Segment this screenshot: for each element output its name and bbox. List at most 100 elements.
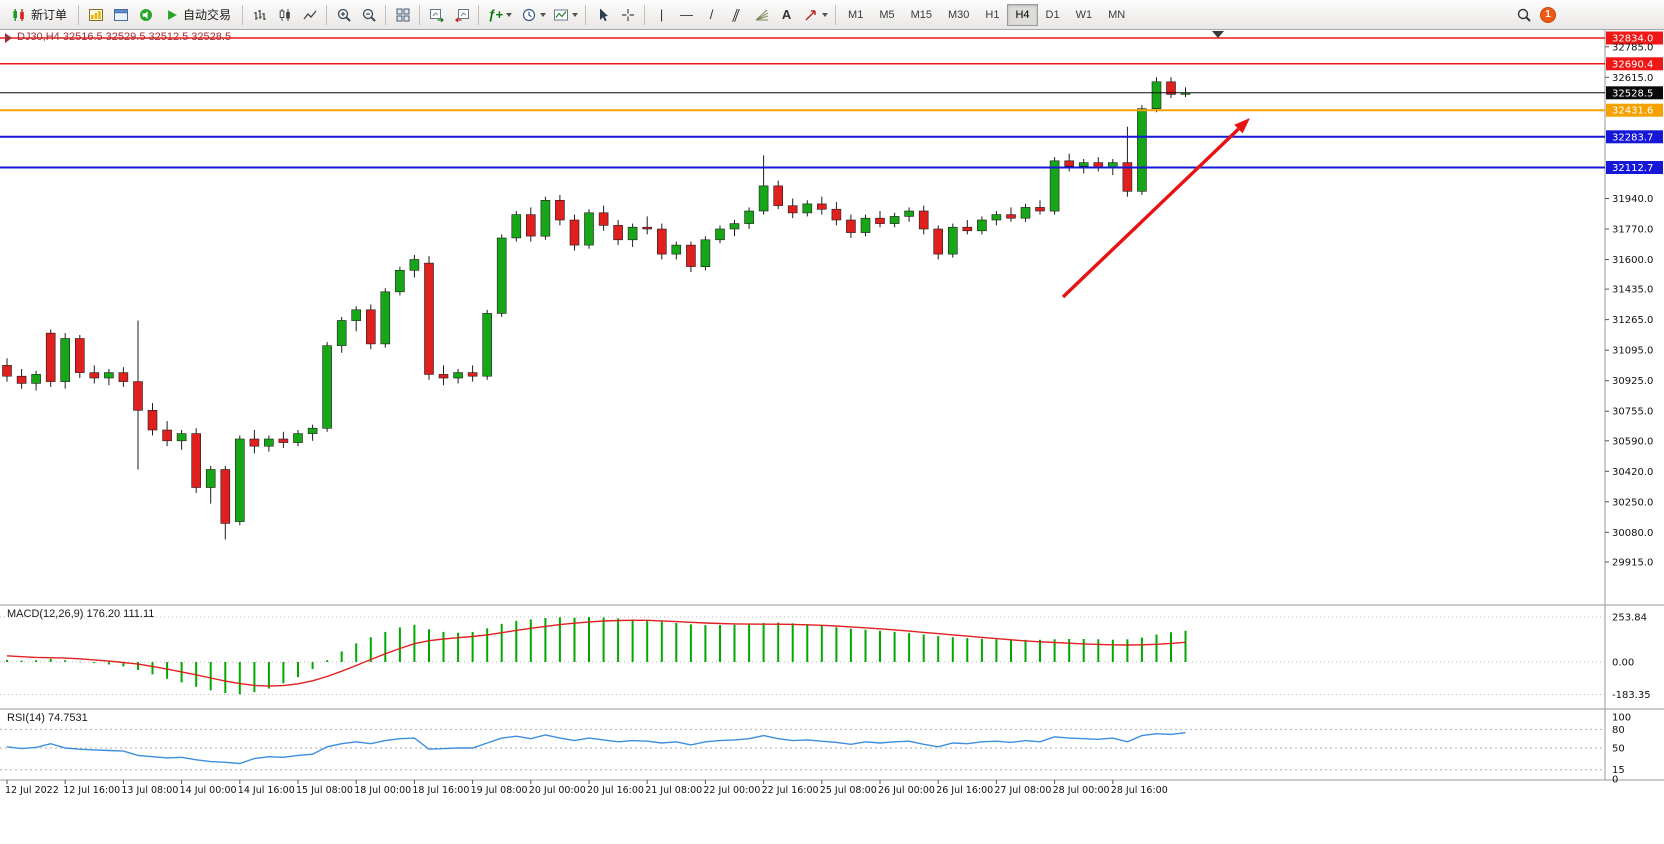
sound-icon xyxy=(139,8,152,21)
time-axis-label: 20 Jul 00:00 xyxy=(529,785,586,796)
new-chart-button[interactable] xyxy=(83,3,108,27)
vertical-line-icon: | xyxy=(659,7,664,22)
candle-up xyxy=(1137,108,1147,192)
timeframe-button-m15[interactable]: M15 xyxy=(903,4,940,26)
profiles-icon xyxy=(113,8,128,21)
price-badge xyxy=(1606,161,1663,174)
trend-arrow-line[interactable] xyxy=(1061,127,1240,299)
toolbar: 新订单 自动交易 xyxy=(0,0,1664,30)
candle-down xyxy=(220,469,231,524)
bar-chart-button[interactable] xyxy=(247,3,272,27)
tile-windows-button[interactable] xyxy=(390,3,415,27)
price-axis-label: 31095.0 xyxy=(1612,346,1653,357)
price-badge xyxy=(1606,86,1663,100)
sound-button[interactable] xyxy=(133,3,158,27)
tile-windows-icon xyxy=(396,8,410,21)
candle-up xyxy=(1078,162,1089,167)
timeframe-button-mn[interactable]: MN xyxy=(1100,4,1133,26)
price-axis-label: 31265.0 xyxy=(1612,315,1653,326)
time-axis-label: 22 Jul 16:00 xyxy=(762,785,819,796)
macd-signal-line xyxy=(6,619,1186,687)
time-axis-label: 26 Jul 00:00 xyxy=(878,785,935,796)
time-axis-label: 20 Jul 16:00 xyxy=(587,785,644,796)
candle-down xyxy=(424,262,434,375)
candle-down xyxy=(787,205,798,214)
indicators-button[interactable]: ƒ+ xyxy=(483,3,517,27)
one-click-trading-expander-icon[interactable] xyxy=(5,33,12,43)
price-badge xyxy=(1606,31,1663,45)
candle-up xyxy=(380,291,391,345)
candle-up xyxy=(700,239,711,268)
candle-down xyxy=(89,372,100,379)
zoom-out-icon xyxy=(362,8,376,22)
price-axis-label: 31940.0 xyxy=(1612,194,1653,205)
candlestick-chart-button[interactable] xyxy=(272,3,297,27)
candle-up xyxy=(496,237,507,314)
candle-up xyxy=(31,374,41,384)
auto-trading-button[interactable]: 自动交易 xyxy=(158,3,238,27)
zoom-in-button[interactable] xyxy=(331,3,356,27)
candle-up xyxy=(744,210,754,224)
candle-down xyxy=(555,200,565,221)
time-axis-label: 28 Jul 16:00 xyxy=(1111,785,1168,796)
arrows-button[interactable] xyxy=(799,3,831,27)
price-axis-label: 30590.0 xyxy=(1612,436,1653,447)
dropdown-caret-icon xyxy=(571,12,578,17)
crosshair-button[interactable] xyxy=(615,3,640,27)
rsi-axis-label: 0 xyxy=(1612,775,1618,786)
trend-arrow-head[interactable] xyxy=(1234,118,1250,134)
timeframe-button-h4[interactable]: H4 xyxy=(1007,3,1038,26)
toolbar-separator xyxy=(242,4,244,25)
candle-up xyxy=(627,226,638,241)
timeframe-button-m1[interactable]: M1 xyxy=(840,4,871,26)
horizontal-line-button[interactable]: — xyxy=(674,3,699,27)
cursor-button[interactable] xyxy=(590,3,615,27)
price-badge-label: 32690.4 xyxy=(1612,59,1653,70)
candle-down xyxy=(816,203,827,210)
candle-down xyxy=(467,372,478,377)
time-axis-label: 28 Jul 00:00 xyxy=(1053,785,1110,796)
clock-icon xyxy=(522,8,535,21)
channel-button[interactable]: ∥ xyxy=(724,3,749,27)
price-axis-label: 30250.0 xyxy=(1612,497,1653,508)
templates-button[interactable] xyxy=(549,3,581,27)
zoom-out-button[interactable] xyxy=(356,3,381,27)
candle-up xyxy=(758,185,769,212)
timeframe-button-w1[interactable]: W1 xyxy=(1068,4,1101,26)
notification-badge[interactable]: 1 xyxy=(1540,6,1556,23)
chart-shift-marker[interactable] xyxy=(1212,31,1224,38)
toolbar-separator xyxy=(835,4,837,25)
candle-down xyxy=(525,214,536,237)
price-axis-label: 31600.0 xyxy=(1612,255,1653,266)
time-axis-label: 19 Jul 08:00 xyxy=(471,785,528,796)
text-button[interactable]: A xyxy=(774,3,799,27)
vertical-line-button[interactable]: | xyxy=(649,3,674,27)
timeframe-button-m30[interactable]: M30 xyxy=(940,4,977,26)
arrow-object-icon xyxy=(805,9,816,20)
line-chart-button[interactable] xyxy=(297,3,322,27)
fibonacci-button[interactable] xyxy=(749,3,774,27)
candle-up xyxy=(729,223,740,230)
candle-down xyxy=(656,228,667,255)
dropdown-caret-icon xyxy=(539,12,546,17)
chart-shift-button[interactable] xyxy=(449,3,474,27)
toolbar-separator xyxy=(385,4,387,25)
auto-scroll-button[interactable] xyxy=(424,3,449,27)
search-button[interactable] xyxy=(1511,3,1536,27)
crosshair-icon xyxy=(621,8,634,21)
candle-up xyxy=(860,217,871,233)
timeframe-button-h1[interactable]: H1 xyxy=(977,4,1007,26)
price-badge xyxy=(1606,103,1663,117)
new-order-button[interactable]: 新订单 xyxy=(4,3,74,27)
periods-button[interactable] xyxy=(517,3,549,27)
candle-up xyxy=(991,214,1002,221)
rsi-axis-label: 15 xyxy=(1612,765,1625,776)
profiles-button[interactable] xyxy=(108,3,133,27)
candle-down xyxy=(642,226,653,230)
timeframe-button-d1[interactable]: D1 xyxy=(1038,4,1068,26)
timeframe-button-m5[interactable]: M5 xyxy=(871,4,902,26)
rsi-axis-label: 80 xyxy=(1612,725,1625,736)
candle-down xyxy=(875,217,885,224)
trendline-button[interactable]: / xyxy=(699,3,724,27)
